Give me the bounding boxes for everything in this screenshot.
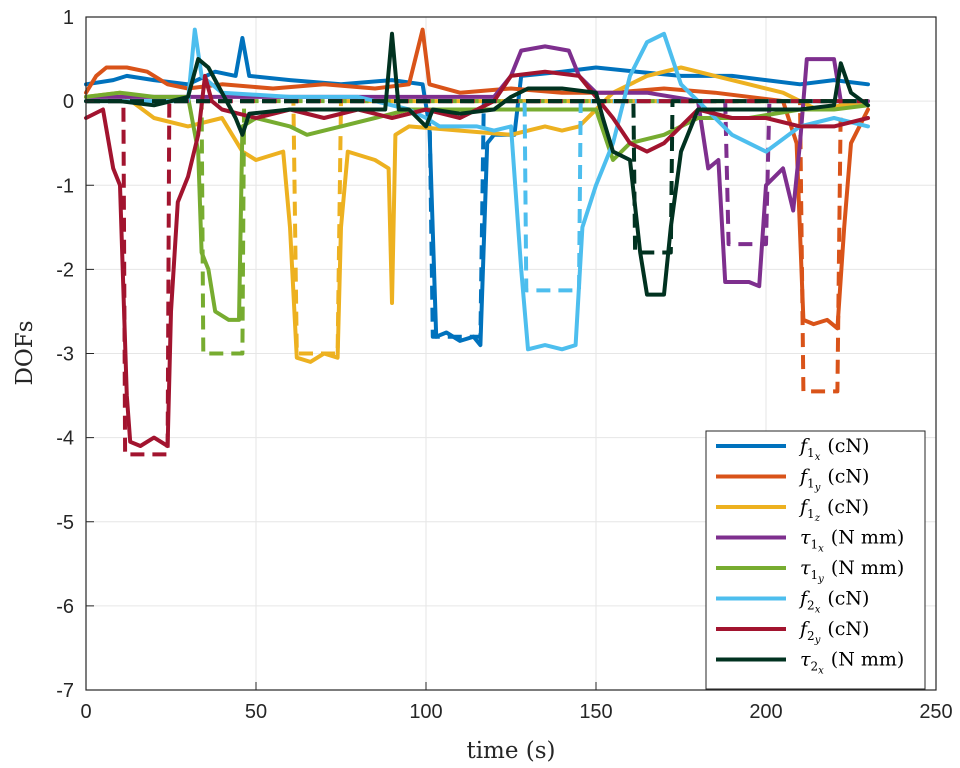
- series-measured-line: [84, 27, 870, 331]
- series-7: [84, 31, 870, 297]
- legend-entry: τ1x(N mm): [716, 527, 904, 555]
- legend-entry: f1x(cN): [716, 435, 869, 463]
- series-measured-line: [84, 36, 870, 348]
- series-measured-line: [84, 27, 870, 352]
- y-tick-label: -2: [56, 259, 74, 281]
- legend-entry: f2y(cN): [716, 618, 869, 646]
- x-tick-label: 50: [245, 701, 267, 723]
- series-measured-line: [84, 65, 870, 364]
- y-tick-label: 0: [63, 91, 74, 113]
- legend-label: f2x(cN): [798, 588, 869, 616]
- y-tick-label: -7: [56, 680, 74, 702]
- x-tick-label: 250: [919, 701, 952, 723]
- legend-box: [705, 430, 926, 690]
- legend: f1x(cN) f1y(cN)f1z(cN) τ1x(N mm)τ1y(N mm) f…: [705, 430, 926, 690]
- legend-label: τ1x(N mm): [800, 527, 904, 555]
- x-tick-label: 150: [579, 701, 612, 723]
- legend-label: f1z(cN): [798, 496, 869, 524]
- legend-label: f2y(cN): [798, 618, 869, 646]
- series-measured-line: [84, 69, 870, 448]
- legend-entry: f1z(cN): [716, 496, 869, 524]
- y-tick-label: -6: [56, 596, 74, 618]
- legend-label: f1x(cN): [798, 435, 869, 463]
- x-tick-label: 200: [749, 701, 782, 723]
- ticks: 0 50 100 150 200 250 -7 -6 -5 -4 -3 -2 -1 0 1: [56, 7, 952, 723]
- series-desired-line: [86, 99, 868, 255]
- legend-label: τ2x(N mm): [800, 649, 904, 677]
- x-tick-label: 100: [409, 701, 442, 723]
- y-tick-label: 1: [63, 7, 74, 29]
- y-tick-label: -4: [56, 428, 74, 450]
- x-axis-label: time (s): [466, 738, 555, 764]
- y-tick-label: -1: [56, 175, 74, 197]
- legend-entry: f1y(cN): [716, 466, 869, 494]
- legend-entry: f2x(cN): [716, 588, 869, 616]
- x-tick-label: 0: [80, 701, 91, 723]
- legend-entry: τ1y(N mm): [716, 557, 904, 585]
- series-measured-line: [84, 31, 870, 297]
- y-axis-label: DOFs: [12, 320, 38, 385]
- legend-label: f1y(cN): [798, 466, 869, 494]
- y-tick-label: -3: [56, 344, 74, 366]
- legend-entry: τ2x(N mm): [716, 649, 904, 677]
- series-layer: [84, 27, 870, 457]
- legend-label: τ1y(N mm): [800, 557, 904, 585]
- y-tick-label: -5: [56, 512, 74, 534]
